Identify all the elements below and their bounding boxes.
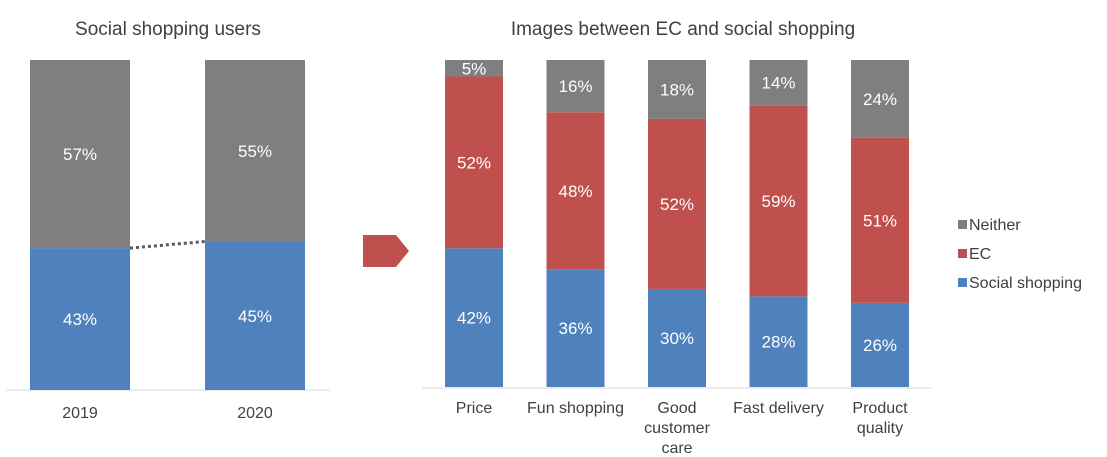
bar-ec-fun-shopping [546, 112, 605, 270]
x-tick-label-2020: 2020 [237, 405, 273, 422]
bar-social-shopping-price [445, 248, 503, 387]
bar-neither-2019 [30, 60, 130, 249]
x-tick-label-2019: 2019 [62, 405, 98, 422]
data-label-ec-product-quality: 51% [863, 211, 897, 230]
data-label-social-shopping-2019: 43% [63, 310, 97, 329]
legend-swatch-social-shopping [958, 278, 967, 287]
data-label-ec-price: 52% [457, 153, 491, 172]
right-chart-title: Images between EC and social shopping [511, 19, 855, 40]
data-label-neither-fun-shopping: 16% [558, 77, 592, 96]
data-label-social-shopping-product-quality: 26% [863, 336, 897, 355]
bar-ec-product-quality [851, 137, 909, 303]
transition-arrow-icon [363, 235, 409, 267]
bar-neither-price [445, 60, 503, 77]
bar-social-shopping-2020 [205, 241, 305, 390]
legend-label-neither: Neither [969, 217, 1021, 234]
x-tick-line: 2020 [237, 405, 273, 422]
x-tick-label-price: Price [456, 400, 493, 417]
bar-social-shopping-fast-delivery [749, 296, 808, 387]
data-label-neither-fast-delivery: 14% [761, 74, 795, 93]
data-label-ec-fun-shopping: 48% [558, 182, 592, 201]
x-tick-label-product-quality: Product quality [852, 400, 908, 437]
data-label-social-shopping-fast-delivery: 28% [761, 333, 795, 352]
right-chart: Images between EC and social shopping 42… [422, 19, 932, 457]
x-tick-line: 2019 [62, 405, 98, 422]
bar-neither-fun-shopping [546, 60, 605, 113]
bar-social-shopping-2019 [30, 248, 130, 390]
left-chart: Social shopping users 43%57%45%55% 2019 2… [6, 19, 330, 422]
bar-neither-2020 [205, 60, 305, 242]
data-label-neither-2019: 57% [63, 145, 97, 164]
right-chart-bars: 42% 52% 5% 36% 48% 16% 30% 52% 18% 28% 59% 14% 26% 51… [445, 59, 909, 387]
x-tick-line: care [661, 440, 692, 457]
bar-social-shopping-product-quality [851, 302, 909, 387]
legend: Neither EC Social shopping [958, 217, 1082, 292]
data-label-social-shopping-fun-shopping: 36% [558, 319, 592, 338]
bar-social-shopping-fun-shopping [546, 269, 605, 387]
left-chart-title: Social shopping users [75, 19, 261, 40]
left-chart-x-ticks: 2019 2020 [62, 405, 273, 422]
x-tick-line: Price [456, 400, 493, 417]
x-tick-line: Fast delivery [733, 400, 824, 417]
data-label-neither-product-quality: 24% [863, 90, 897, 109]
legend-label-social-shopping: Social shopping [969, 275, 1082, 292]
x-tick-line: Product [852, 400, 908, 417]
data-label-ec-fast-delivery: 59% [761, 192, 795, 211]
legend-label-ec: EC [969, 246, 991, 263]
connector-line [129, 240, 206, 250]
bar-neither-fast-delivery [749, 60, 808, 106]
x-tick-line: Fun shopping [527, 400, 624, 417]
x-tick-label-good-customer-care: Good customer care [644, 400, 710, 457]
data-label-ec-good-customer-care: 52% [660, 195, 694, 214]
bar-ec-price [445, 76, 503, 249]
bar-ec-good-customer-care [648, 118, 706, 289]
right-chart-x-ticks: Price Fun shopping Good customer care Fast de… [456, 400, 908, 457]
data-label-social-shopping-2020: 45% [238, 307, 272, 326]
x-tick-line: quality [857, 420, 903, 437]
data-label-neither-good-customer-care: 18% [660, 80, 694, 99]
data-label-neither-2020: 55% [238, 142, 272, 161]
legend-swatch-ec [958, 249, 967, 258]
x-tick-line: customer [644, 420, 710, 437]
data-label-social-shopping-price: 42% [457, 309, 491, 328]
x-tick-label-fun-shopping: Fun shopping [527, 400, 624, 417]
x-tick-line: Good [657, 400, 696, 417]
bar-neither-product-quality [851, 60, 909, 138]
data-label-neither-price: 5% [462, 59, 487, 78]
data-label-social-shopping-good-customer-care: 30% [660, 329, 694, 348]
bar-social-shopping-good-customer-care [648, 288, 706, 387]
x-tick-label-fast-delivery: Fast delivery [733, 400, 824, 417]
bar-ec-fast-delivery [749, 105, 808, 297]
bar-neither-good-customer-care [648, 60, 706, 119]
legend-swatch-neither [958, 220, 967, 229]
left-chart-bars: 43% 57% 45% 55% [30, 60, 305, 390]
